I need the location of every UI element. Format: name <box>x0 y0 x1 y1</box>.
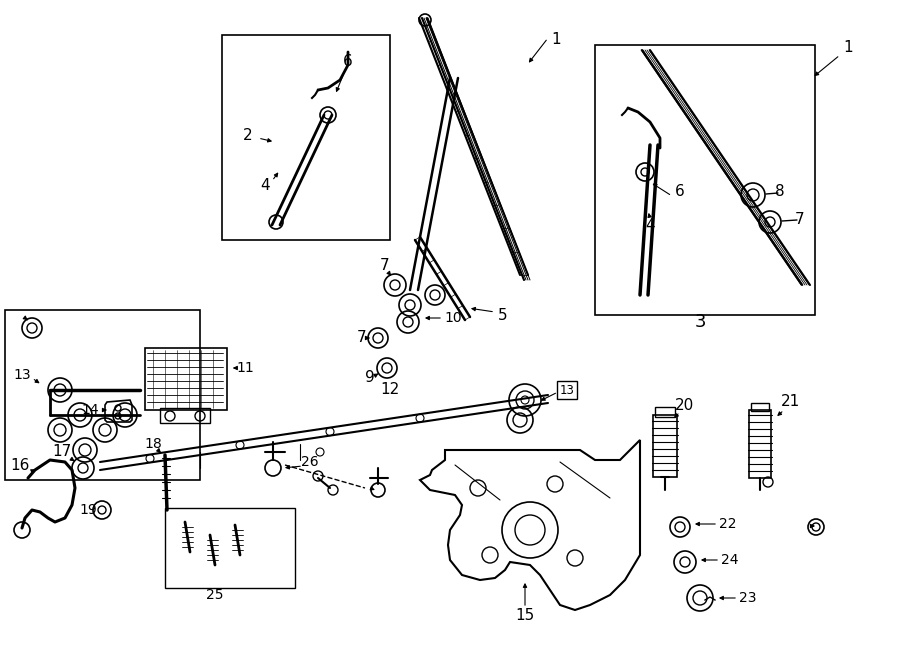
Text: 13: 13 <box>560 383 574 397</box>
Bar <box>165 508 295 588</box>
Text: 7: 7 <box>357 330 367 346</box>
Text: 8: 8 <box>775 184 785 200</box>
Text: 10: 10 <box>445 311 462 325</box>
Text: 4: 4 <box>645 217 655 233</box>
Bar <box>160 408 210 423</box>
Bar <box>749 410 771 478</box>
Text: 15: 15 <box>516 607 535 623</box>
Text: 18: 18 <box>144 437 162 451</box>
Text: 1: 1 <box>551 32 561 48</box>
Text: 24: 24 <box>721 553 739 567</box>
Bar <box>222 35 390 240</box>
Bar <box>595 45 815 315</box>
Bar <box>5 310 200 480</box>
Bar <box>751 403 769 411</box>
Text: 3: 3 <box>694 313 706 331</box>
Text: 14: 14 <box>81 403 99 417</box>
Text: 21: 21 <box>780 395 799 410</box>
Text: 5: 5 <box>499 307 508 323</box>
Text: 1: 1 <box>843 40 853 56</box>
Text: 26: 26 <box>302 455 319 469</box>
Text: 2: 2 <box>243 128 253 143</box>
Text: 6: 6 <box>343 54 353 69</box>
Text: 17: 17 <box>52 444 72 459</box>
Text: 4: 4 <box>260 178 270 192</box>
Text: 7: 7 <box>380 258 390 272</box>
Text: 9: 9 <box>365 371 375 385</box>
Text: 20: 20 <box>675 397 695 412</box>
Text: 6: 6 <box>675 184 685 200</box>
Text: 7: 7 <box>796 212 805 227</box>
Text: 12: 12 <box>381 383 400 397</box>
Text: 22: 22 <box>719 517 737 531</box>
Text: 19: 19 <box>79 503 97 517</box>
Text: 23: 23 <box>739 591 757 605</box>
Text: 16: 16 <box>10 459 30 473</box>
Bar <box>653 415 677 477</box>
Text: 13: 13 <box>14 368 31 382</box>
Bar <box>145 348 227 410</box>
Text: 11: 11 <box>236 361 254 375</box>
Bar <box>655 407 675 417</box>
Text: 25: 25 <box>206 588 224 602</box>
